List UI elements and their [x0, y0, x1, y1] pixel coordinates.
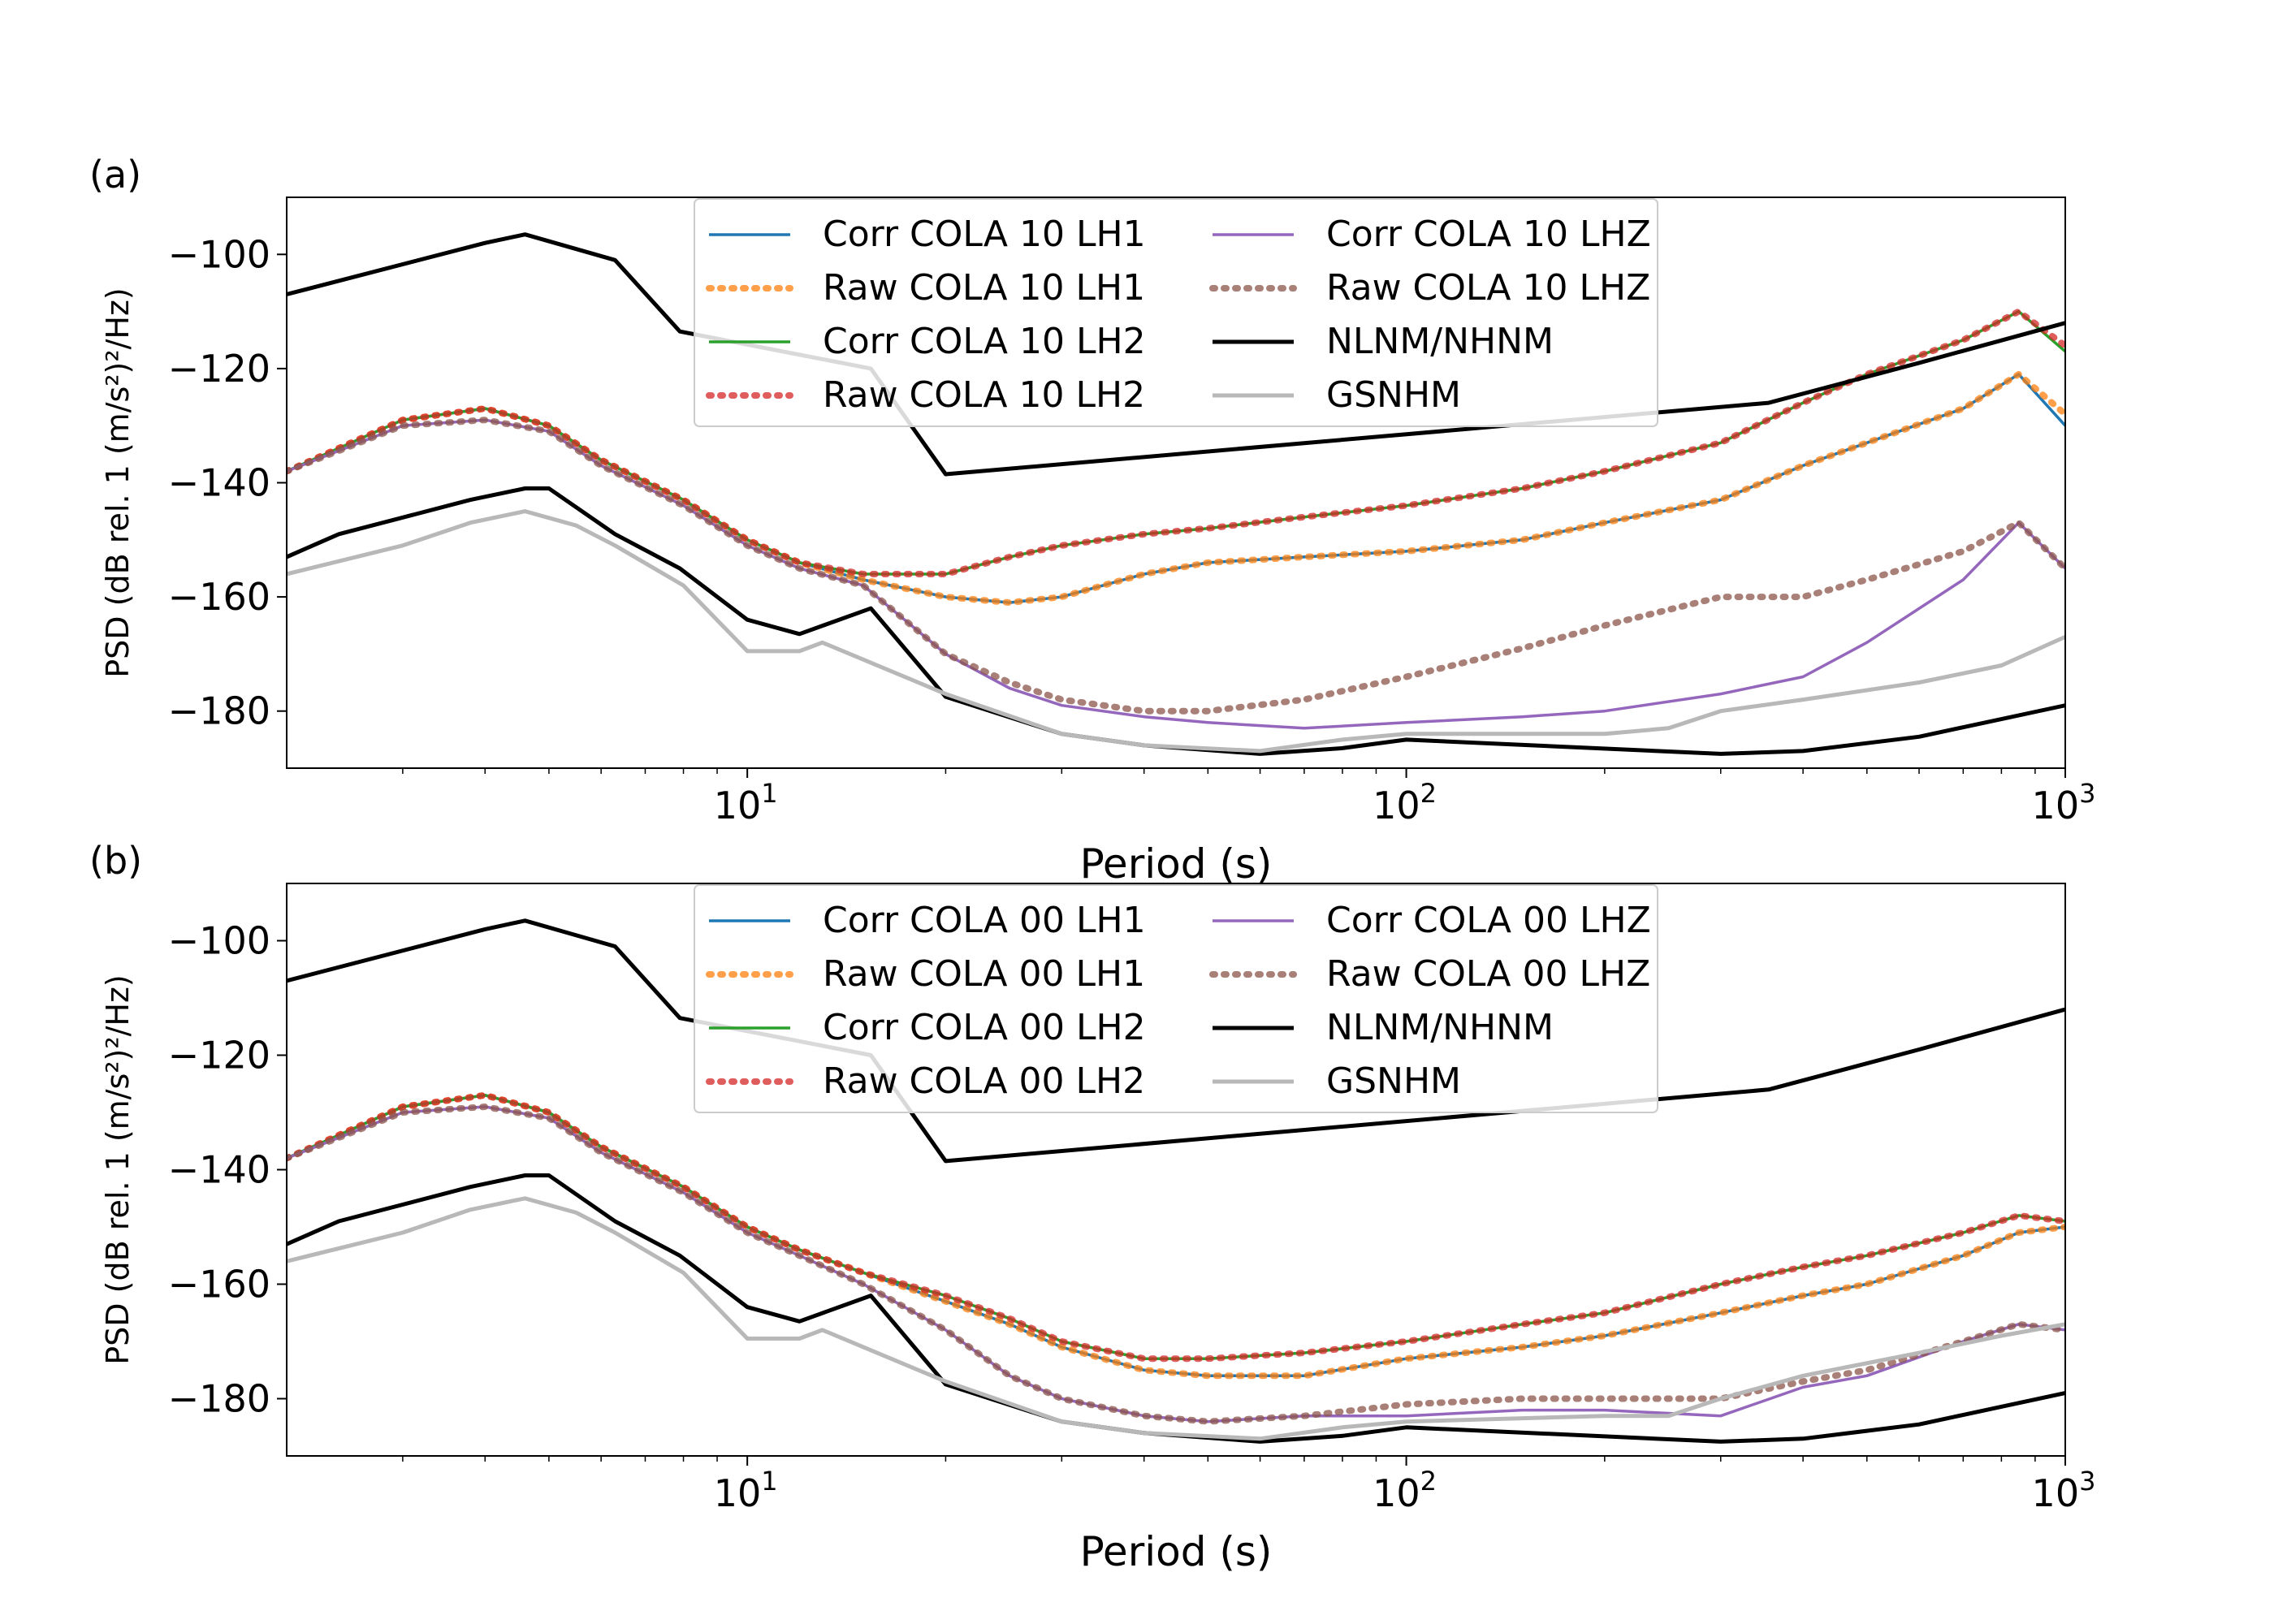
series-line-nlnm-lower [287, 486, 2065, 756]
x-tick-label: 103 [2032, 1466, 2096, 1515]
legend-box [694, 884, 1658, 1113]
legend-item: Corr COLA 00 LH1 [709, 900, 1146, 941]
legend-item: Corr COLA 00 LH2 [709, 1007, 1146, 1048]
y-tick-label: −100 [168, 232, 270, 276]
legend-item: Corr COLA 10 LH1 [709, 214, 1146, 255]
legend: Corr COLA 00 LH1 Raw COLA 00 LH1 Corr COLA… [694, 884, 1658, 1113]
y-tick-label: −100 [168, 919, 270, 963]
series-line-corr-cola-00-lh2 [287, 1094, 2065, 1360]
x-axis-label: Period (s) [1080, 840, 1273, 888]
legend-label: NLNM/NHNM [1326, 321, 1554, 362]
y-tick-label: −160 [168, 1263, 270, 1307]
x-tick-label: 103 [2032, 778, 2096, 827]
panel-label: (b) [89, 839, 142, 883]
legend-label: Raw COLA 10 LH1 [823, 267, 1145, 309]
x-tick-label: 102 [1373, 778, 1437, 827]
legend-label: GSNHM [1326, 374, 1461, 416]
x-axis-label: Period (s) [1080, 1528, 1273, 1575]
legend-box [694, 198, 1658, 427]
y-tick-label: −120 [168, 1034, 270, 1078]
legend-item: NLNM/NHNM [1213, 1007, 1554, 1048]
chart-panel-a: −100 −120 −140 −160 −180 101 102 103 Period (s) P… [89, 153, 2095, 888]
x-tick-label: 101 [714, 778, 778, 827]
legend-item: Raw COLA 00 LH2 [706, 1060, 1145, 1102]
legend-item: Raw COLA 10 LHZ [1209, 267, 1650, 309]
legend-label: Corr COLA 00 LHZ [1326, 900, 1651, 941]
series-line-gsnhm [287, 1196, 2065, 1441]
x-tick-label: 102 [1373, 1466, 1437, 1515]
legend-item: Raw COLA 10 LH1 [706, 267, 1145, 309]
series-line-nlnm-lower [287, 1173, 2065, 1444]
plot-area [287, 918, 2065, 1444]
y-tick-label: −140 [168, 461, 270, 505]
legend-label: Corr COLA 10 LHZ [1326, 214, 1651, 255]
legend-item: GSNHM [1213, 374, 1461, 416]
legend-label: Raw COLA 10 LH2 [823, 374, 1145, 416]
legend-item: Corr COLA 00 LHZ [1213, 900, 1651, 941]
series-line-raw-cola-10-lh2 [287, 308, 2065, 577]
legend-label: GSNHM [1326, 1060, 1461, 1102]
legend-label: NLNM/NHNM [1326, 1007, 1554, 1048]
legend-item: Raw COLA 00 LH1 [706, 953, 1145, 995]
legend-label: Corr COLA 00 LH1 [823, 900, 1146, 941]
legend: Corr COLA 10 LH1 Raw COLA 10 LH1 Corr COLA… [694, 198, 1658, 427]
legend-label: Raw COLA 00 LHZ [1326, 953, 1650, 995]
y-axis-label: PSD (dB rel. 1 (m/s²)²/Hz) [100, 287, 136, 678]
series-line-raw-cola-00-lh1 [287, 1091, 2065, 1380]
legend-label: Corr COLA 10 LH1 [823, 214, 1146, 255]
series-line-gsnhm [287, 509, 2065, 754]
y-tick-label: −160 [168, 575, 270, 619]
legend-label: Raw COLA 10 LHZ [1326, 267, 1650, 309]
legend-item: Raw COLA 10 LH2 [706, 374, 1145, 416]
series-line-raw-cola-00-lhz [287, 1104, 2065, 1425]
legend-item: Corr COLA 10 LH2 [709, 321, 1146, 362]
series-line-corr-cola-10-lhz [287, 418, 2065, 730]
legend-item: Raw COLA 00 LHZ [1209, 953, 1650, 995]
legend-label: Raw COLA 00 LH2 [823, 1060, 1145, 1102]
y-axis-label: PSD (dB rel. 1 (m/s²)²/Hz) [100, 974, 136, 1365]
y-tick-label: −180 [168, 689, 270, 733]
series-line-raw-cola-10-lhz [287, 417, 2065, 715]
legend-label: Raw COLA 00 LH1 [823, 953, 1145, 995]
legend-label: Corr COLA 00 LH2 [823, 1007, 1146, 1048]
legend-item: NLNM/NHNM [1213, 321, 1554, 362]
chart-panel-b: −100 −120 −140 −160 −180 101 102 103 Period (s) P… [89, 839, 2095, 1575]
y-tick-label: −120 [168, 347, 270, 391]
legend-label: Corr COLA 10 LH2 [823, 321, 1146, 362]
series-line-raw-cola-00-lh2 [287, 1091, 2065, 1363]
panel-label: (a) [89, 153, 141, 197]
legend-item: Corr COLA 10 LHZ [1213, 214, 1651, 255]
legend-item: GSNHM [1213, 1060, 1461, 1102]
series-line-corr-cola-00-lh1 [287, 1094, 2065, 1378]
x-tick-label: 101 [714, 1466, 778, 1515]
y-tick-label: −140 [168, 1148, 270, 1192]
y-tick-label: −180 [168, 1377, 270, 1421]
